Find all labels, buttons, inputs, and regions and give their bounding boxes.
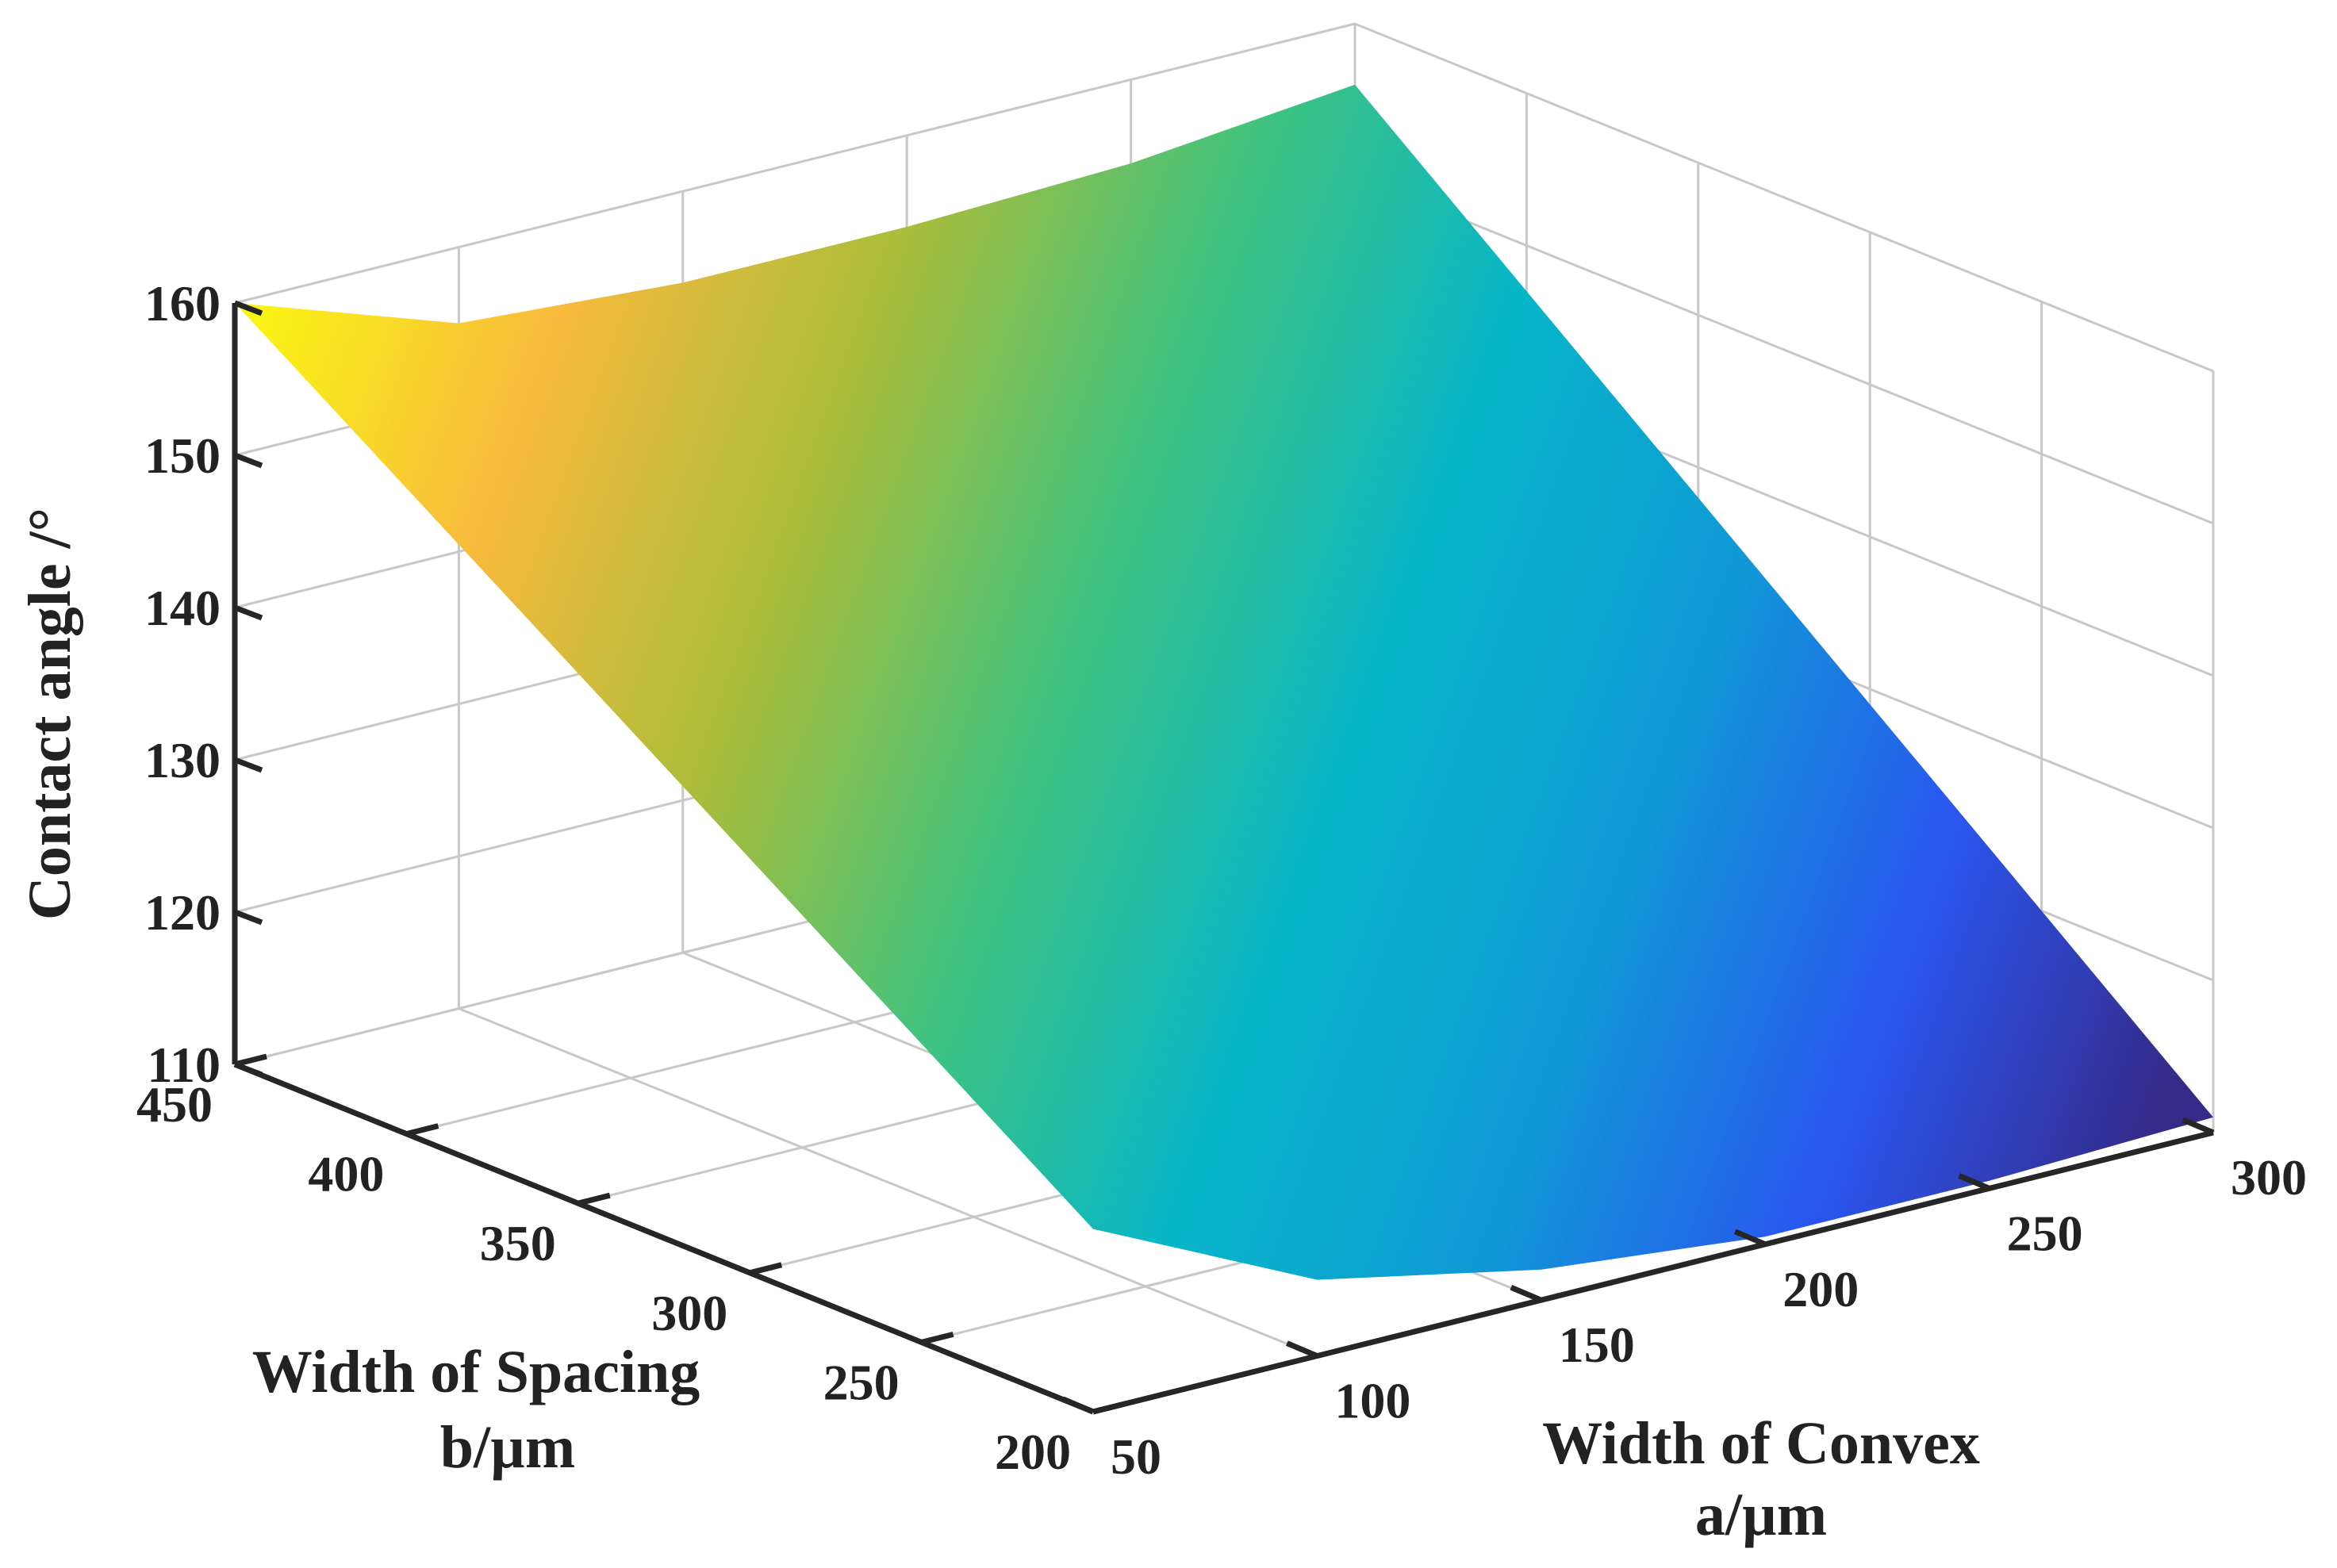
x-tick-200 [1733,1229,1767,1248]
y-axis-line [233,1061,1095,1415]
y-tick-250 [920,1332,954,1345]
z-tick-label-130: 130 [144,732,221,788]
z-tick-140 [233,604,263,621]
y-tick-label-400: 400 [308,1146,384,1202]
x-tick-150 [1510,1284,1543,1303]
x-axis-title-line2: a/µm [1695,1482,1827,1548]
z-axis-title: Contact angle /° [17,508,83,920]
z-tick-label-140: 140 [144,580,221,636]
z-tick-130 [233,757,263,773]
y-axis-title-line2: b/µm [440,1414,575,1481]
x-axis-line [1092,1129,2214,1415]
x-tick-label-150: 150 [1559,1317,1635,1373]
y-tick-label-300: 300 [651,1285,727,1341]
x-axis-title-line1: Width of Convex [1542,1410,1980,1477]
y-tick-450 [234,1053,267,1068]
x-tick-250 [1958,1173,1990,1191]
z-tick-160 [233,300,263,316]
surface-layer [235,84,2213,1280]
y-tick-label-200: 200 [995,1424,1071,1480]
x-tick-300 [2182,1117,2215,1136]
x-tick-label-300: 300 [2231,1149,2307,1206]
z-tick-150 [233,452,263,469]
contact-angle-surface [235,84,2213,1280]
grid-backwall-z-160 [234,22,1356,305]
y-tick-200 [1092,1401,1126,1415]
x-tick-100 [1286,1340,1318,1359]
z-tick-label-120: 120 [144,884,221,941]
x-tick-label-50: 50 [1111,1428,1161,1485]
grid-sidewall-z-160 [1354,22,2214,373]
y-tick-400 [405,1123,439,1137]
grid-floor-a-100 [458,1007,1318,1357]
x-tick-50 [1061,1396,1095,1415]
y-tick-300 [749,1262,783,1276]
y-axis-title-line1: Width of Spacing [252,1339,700,1405]
z-tick-label-110: 110 [148,1037,221,1093]
y-tick-label-350: 350 [480,1215,556,1271]
axes-layer: 110 120 130 140 150 160 200 250 300 350 400 450 50 10… [136,275,2307,1485]
x-tick-label-100: 100 [1334,1373,1410,1429]
y-tick-label-450: 450 [136,1076,213,1133]
y-tick-350 [577,1192,611,1206]
labels-layer: Contact angle /° Width of Spacing b/µm W… [17,508,1980,1548]
x-tick-label-250: 250 [2007,1205,2083,1261]
grid-sidewall-z-150 [1354,174,2214,525]
y-tick-label-250: 250 [823,1354,900,1410]
z-tick-label-160: 160 [144,275,221,332]
x-tick-label-200: 200 [1782,1261,1859,1317]
z-tick-label-150: 150 [144,427,221,484]
z-tick-120 [233,909,263,926]
